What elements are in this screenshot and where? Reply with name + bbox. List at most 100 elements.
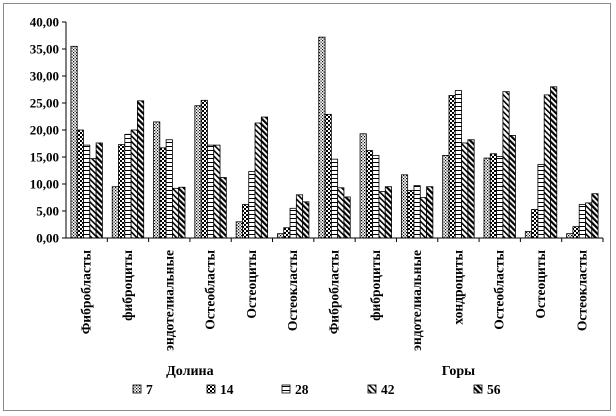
bar-14-11 [531, 208, 539, 239]
y-tick-label: 15,00 [30, 150, 59, 165]
bar-7-2 [153, 121, 161, 239]
bar-28-1 [124, 133, 132, 239]
bar-56-9 [467, 139, 475, 239]
bar-14-9 [448, 95, 456, 239]
x-tick-label: фиброциты [120, 250, 135, 321]
legend-swatch [206, 384, 216, 394]
bar-42-3 [213, 144, 221, 239]
bar-56-6 [343, 196, 351, 239]
bar-7-12 [566, 233, 574, 239]
bar-14-4 [242, 204, 250, 239]
legend-label: 56 [487, 382, 501, 397]
bar-42-12 [585, 202, 593, 239]
bar-56-5 [302, 201, 310, 239]
bar-28-0 [83, 144, 91, 239]
x-tick-label: Остеоциты [533, 250, 548, 319]
bar-14-3 [200, 99, 208, 239]
bar-42-6 [337, 187, 345, 239]
legend-swatch [132, 384, 142, 394]
bar-28-11 [537, 164, 545, 239]
group-label: Горы [442, 364, 475, 379]
bar-42-11 [543, 94, 551, 239]
y-tick-label: 30,00 [30, 69, 59, 84]
legend-swatch [367, 384, 377, 394]
bar-28-7 [372, 154, 380, 239]
y-tick-label: 40,00 [30, 15, 59, 30]
bar-7-7 [359, 133, 367, 239]
bar-28-3 [207, 144, 215, 239]
bar-28-5 [289, 207, 297, 239]
bar-14-10 [489, 153, 497, 239]
bar-14-7 [365, 150, 374, 239]
bar-42-10 [502, 91, 510, 239]
bar-14-2 [159, 147, 167, 239]
x-tick-label: Остеоциты [244, 250, 259, 319]
legend-swatch [473, 384, 483, 394]
bar-7-1 [111, 186, 119, 239]
bar-42-7 [378, 191, 386, 239]
legend-label: 7 [146, 382, 153, 397]
bar-42-0 [89, 158, 97, 239]
bar-42-5 [295, 194, 304, 239]
bar-28-8 [413, 185, 421, 239]
bars [70, 36, 599, 239]
bar-14-12 [572, 226, 580, 239]
bar-14-0 [76, 129, 84, 239]
bar-56-10 [508, 134, 516, 239]
x-tick-label: Остеобласты [203, 250, 218, 330]
bar-56-12 [591, 193, 599, 239]
bar-42-8 [419, 197, 427, 239]
bar-28-9 [454, 90, 462, 239]
x-tick-label: эндотелиальные [409, 250, 424, 351]
bar-28-10 [496, 156, 504, 239]
group-labels: Долина Горы [166, 364, 475, 379]
x-axis: Фибробласты фиброциты эндотелиальные Остеоб… [66, 237, 604, 351]
bar-28-2 [165, 139, 173, 239]
y-tick-label: 10,00 [30, 177, 59, 192]
bar-56-8 [426, 186, 434, 239]
bar-7-3 [194, 105, 202, 239]
bar-7-6 [318, 36, 326, 239]
legend-label: 42 [381, 382, 395, 397]
x-tick-label: хондроциты [450, 250, 465, 325]
bar-28-4 [248, 171, 256, 239]
x-tick-label: Остеокласты [574, 250, 589, 332]
bar-7-10 [483, 157, 491, 239]
y-tick-label: 25,00 [30, 96, 59, 111]
bar-56-0 [95, 142, 103, 239]
x-tick-label: Фибробласты [327, 250, 342, 335]
bar-14-8 [407, 190, 415, 239]
y-tick-label: 20,00 [30, 123, 59, 138]
bar-14-5 [283, 227, 291, 239]
chart-frame: 0,00 5,00 10,00 15,00 20,00 25,00 30,00 35,00 40… [3, 3, 611, 411]
legend-label: 28 [295, 382, 309, 397]
group-label: Долина [166, 364, 213, 379]
bar-56-11 [550, 86, 558, 239]
y-tick-label: 0,00 [36, 231, 59, 246]
bar-7-9 [442, 154, 450, 239]
x-tick-label: Фибробласты [79, 250, 94, 335]
bar-7-4 [235, 221, 243, 239]
bar-7-5 [277, 233, 285, 239]
bar-7-11 [524, 231, 532, 239]
bar-56-4 [260, 116, 269, 239]
bar-7-8 [400, 174, 409, 239]
bar-14-6 [324, 113, 332, 239]
y-axis: 0,00 5,00 10,00 15,00 20,00 25,00 30,00 35,00 40… [30, 15, 67, 246]
y-tick-label: 5,00 [36, 204, 59, 219]
bar-7-0 [70, 45, 78, 239]
x-tick-label: фиброциты [368, 250, 383, 321]
x-tick-label: Остеобласты [492, 250, 507, 330]
bar-56-1 [137, 100, 145, 239]
y-tick-label: 35,00 [30, 42, 59, 57]
legend-label: 14 [220, 382, 234, 397]
legend: 7 14 28 42 56 [132, 382, 501, 397]
bar-chart: 0,00 5,00 10,00 15,00 20,00 25,00 30,00 35,00 40… [30, 15, 604, 397]
bar-42-4 [254, 122, 262, 239]
x-tick-label: эндотелиальные [161, 250, 176, 351]
bar-56-3 [219, 177, 227, 239]
bar-14-1 [118, 144, 126, 239]
bar-42-1 [130, 129, 138, 239]
x-tick-label: Остеокласты [285, 250, 300, 332]
bar-56-2 [178, 186, 186, 239]
